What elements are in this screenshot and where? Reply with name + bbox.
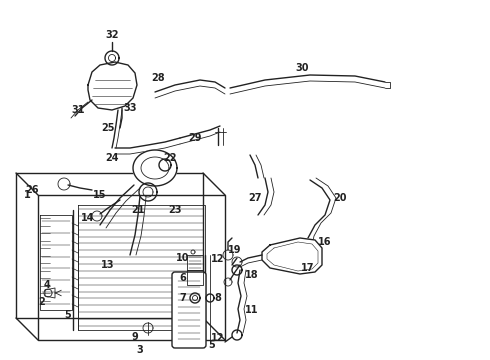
Text: 3: 3 <box>137 345 144 355</box>
Text: 9: 9 <box>132 332 138 342</box>
Text: 21: 21 <box>131 205 145 215</box>
Text: 32: 32 <box>105 30 119 40</box>
Text: 18: 18 <box>245 270 259 280</box>
Polygon shape <box>262 238 322 274</box>
Text: 24: 24 <box>105 153 119 163</box>
Text: 19: 19 <box>228 245 242 255</box>
Text: 30: 30 <box>295 63 309 73</box>
Text: 17: 17 <box>301 263 315 273</box>
Text: 1: 1 <box>24 190 30 200</box>
Text: 2: 2 <box>39 297 46 307</box>
Text: 10: 10 <box>176 253 190 263</box>
Text: 4: 4 <box>44 280 50 290</box>
Polygon shape <box>88 62 137 110</box>
Text: 28: 28 <box>151 73 165 83</box>
Text: 25: 25 <box>101 123 115 133</box>
Text: 12: 12 <box>211 254 225 264</box>
Text: 15: 15 <box>93 190 107 200</box>
Text: 8: 8 <box>215 293 221 303</box>
Text: 29: 29 <box>188 133 202 143</box>
Text: 11: 11 <box>245 305 259 315</box>
FancyBboxPatch shape <box>172 272 206 348</box>
Text: 14: 14 <box>81 213 95 223</box>
Text: 31: 31 <box>71 105 85 115</box>
Text: 6: 6 <box>180 273 186 283</box>
Text: 12: 12 <box>211 333 225 343</box>
Text: 20: 20 <box>333 193 347 203</box>
Text: 13: 13 <box>101 260 115 270</box>
Text: 16: 16 <box>318 237 332 247</box>
Text: 27: 27 <box>248 193 262 203</box>
Text: 5: 5 <box>65 310 72 320</box>
Text: 7: 7 <box>180 293 186 303</box>
Text: 33: 33 <box>123 103 137 113</box>
Text: 23: 23 <box>168 205 182 215</box>
Polygon shape <box>133 150 177 186</box>
Text: 22: 22 <box>163 153 177 163</box>
Text: 26: 26 <box>25 185 39 195</box>
Text: 5: 5 <box>209 340 216 350</box>
